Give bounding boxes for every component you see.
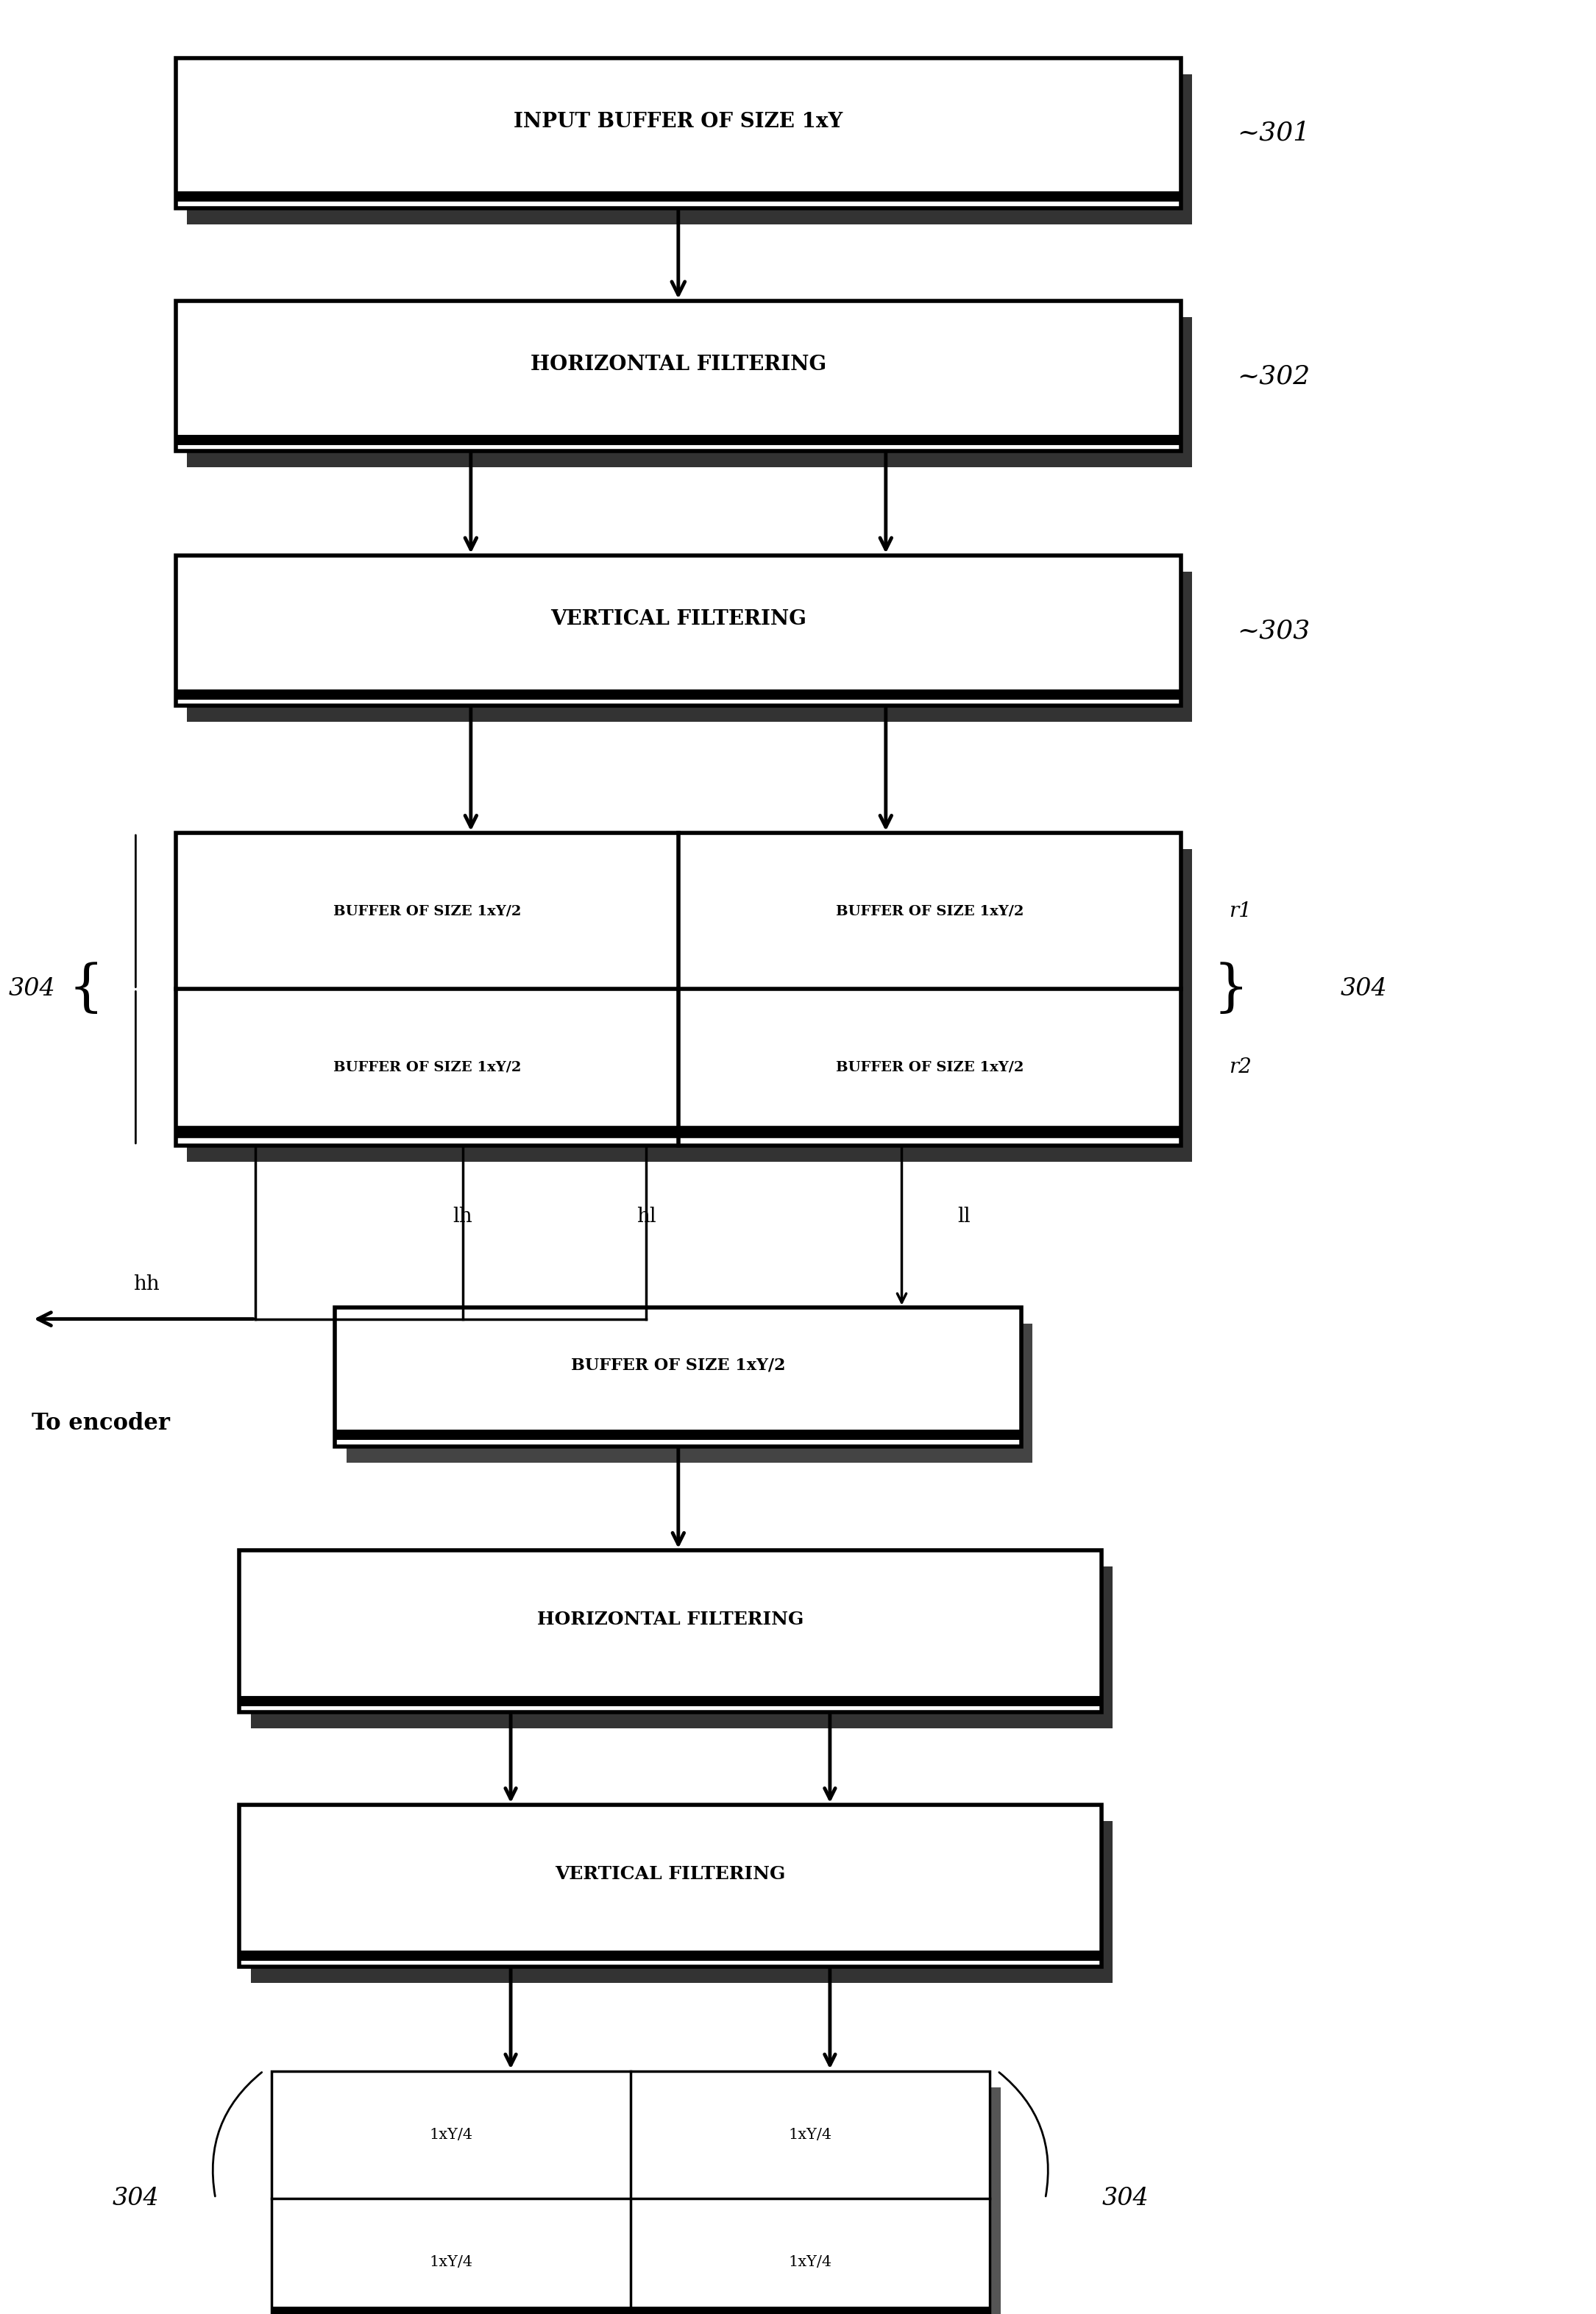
Text: hh: hh — [134, 1275, 160, 1294]
Text: }: } — [1213, 963, 1248, 1016]
Text: BUFFER OF SIZE 1xY/2: BUFFER OF SIZE 1xY/2 — [836, 905, 1023, 919]
Text: HORIZONTAL FILTERING: HORIZONTAL FILTERING — [530, 354, 827, 375]
Bar — [251, 1567, 1112, 1729]
Bar — [176, 555, 1181, 706]
Text: r1: r1 — [1229, 900, 1251, 921]
Text: BUFFER OF SIZE 1xY/2: BUFFER OF SIZE 1xY/2 — [334, 1060, 520, 1074]
Text: To encoder: To encoder — [32, 1412, 171, 1435]
Bar — [271, 2071, 990, 2314]
Text: HORIZONTAL FILTERING: HORIZONTAL FILTERING — [536, 1611, 804, 1629]
Bar — [187, 74, 1192, 224]
Text: 1xY/4: 1xY/4 — [788, 2127, 832, 2143]
Text: BUFFER OF SIZE 1xY/2: BUFFER OF SIZE 1xY/2 — [334, 905, 520, 919]
Text: 1xY/4: 1xY/4 — [429, 2254, 472, 2270]
Text: ~303: ~303 — [1237, 618, 1310, 643]
Bar — [187, 572, 1192, 722]
Text: INPUT BUFFER OF SIZE 1xY: INPUT BUFFER OF SIZE 1xY — [514, 111, 843, 132]
Text: 304: 304 — [1101, 2187, 1149, 2210]
Bar — [187, 317, 1192, 467]
Text: 1xY/4: 1xY/4 — [429, 2127, 472, 2143]
Text: BUFFER OF SIZE 1xY/2: BUFFER OF SIZE 1xY/2 — [571, 1358, 785, 1372]
Text: VERTICAL FILTERING: VERTICAL FILTERING — [551, 609, 806, 629]
Text: BUFFER OF SIZE 1xY/2: BUFFER OF SIZE 1xY/2 — [836, 1060, 1023, 1074]
Text: hl: hl — [637, 1206, 656, 1226]
Bar — [176, 301, 1181, 451]
Text: ~302: ~302 — [1237, 363, 1310, 389]
Text: 304: 304 — [1341, 977, 1387, 1002]
Text: ~301: ~301 — [1237, 120, 1310, 146]
Text: 304: 304 — [8, 977, 56, 1002]
Bar — [239, 1805, 1101, 1967]
Bar — [176, 58, 1181, 208]
Bar — [346, 1324, 1033, 1462]
Bar — [176, 833, 1181, 1145]
Bar — [239, 1550, 1101, 1712]
Text: 304: 304 — [112, 2187, 160, 2210]
Bar — [282, 2087, 1001, 2314]
Bar — [335, 1307, 1021, 1446]
Text: 1xY/4: 1xY/4 — [788, 2254, 832, 2270]
Bar — [187, 849, 1192, 1162]
Bar — [251, 1821, 1112, 1983]
Text: ll: ll — [958, 1206, 970, 1226]
Text: VERTICAL FILTERING: VERTICAL FILTERING — [555, 1865, 785, 1884]
Text: r2: r2 — [1229, 1057, 1251, 1078]
Text: lh: lh — [453, 1206, 472, 1226]
Text: {: { — [69, 963, 104, 1016]
